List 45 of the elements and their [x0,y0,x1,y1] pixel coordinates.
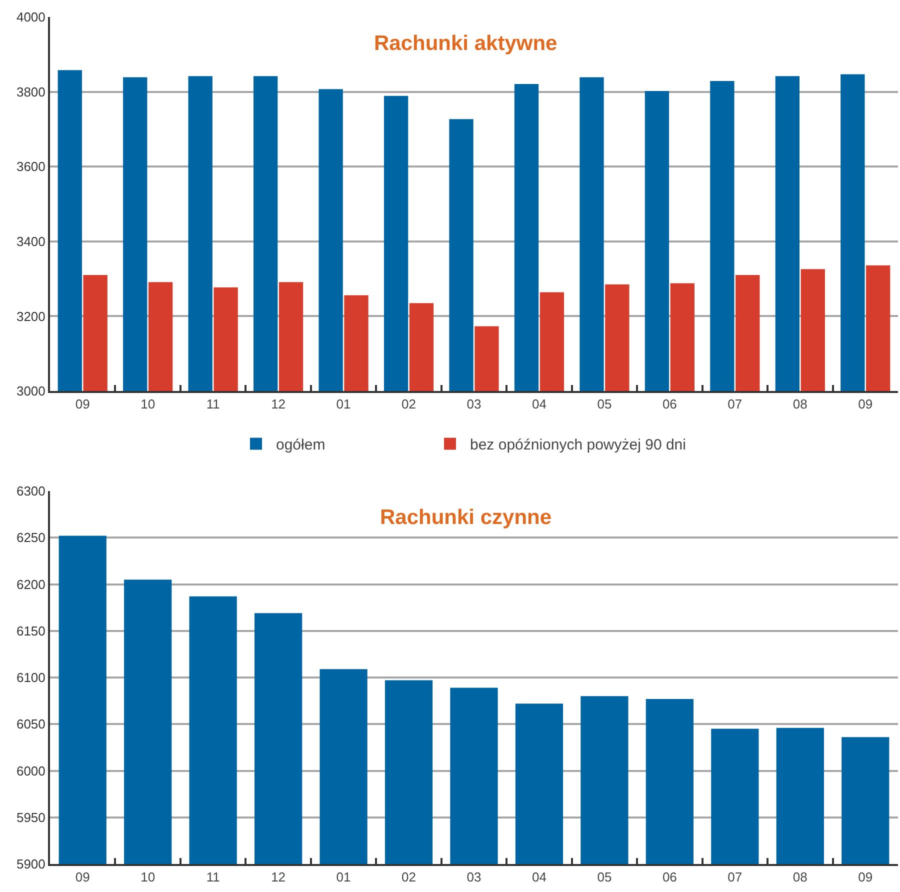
x-tick-label: 08 [792,870,808,885]
y-tick-label: 6050 [16,716,46,732]
x-tick-label: 06 [662,396,677,412]
text: Rachunki czynne [380,506,552,529]
y-tick-label: 3600 [16,159,46,174]
y-tick-label: 6200 [16,576,46,592]
x-tick-label: 10 [140,870,156,885]
x-tick-label: 04 [532,396,546,412]
x-tick-label: 02 [402,870,416,885]
legend-label: bez opóźnionych powyżej 90 dni [470,436,686,454]
x-tick-label: 11 [206,396,220,412]
x-tick-label: 05 [597,870,612,885]
x-tick-label: 09 [858,870,873,885]
x-tick-label: 07 [728,870,742,885]
x-tick-label: 11 [206,870,220,885]
y-tick-label: 6250 [16,530,46,546]
y-tick-label: 3000 [16,384,46,399]
x-tick-label: 10 [140,396,156,412]
x-tick-label: 12 [271,870,286,885]
x-tick-label: 03 [466,870,482,885]
x-tick-label: 09 [75,396,90,412]
y-tick-label: 5950 [16,810,46,825]
y-tick-label: 3400 [16,234,46,249]
x-tick-label: 01 [336,396,351,412]
x-tick-label: 09 [858,396,873,412]
x-tick-label: 09 [75,870,90,885]
text: Rachunki aktywne [374,32,558,55]
x-tick-label: 07 [728,396,742,412]
y-tick-label: 6300 [16,484,46,499]
y-tick-label: 3200 [16,308,46,324]
y-tick-label: 4000 [16,10,46,25]
y-tick-label: 5900 [16,856,46,872]
y-tick-label: 3800 [16,84,46,100]
x-tick-label: 06 [662,870,677,885]
y-tick-label: 6100 [16,670,46,686]
x-tick-label: 03 [466,396,482,412]
x-tick-label: 01 [336,870,351,885]
x-tick-label: 02 [402,396,416,412]
x-tick-label: 05 [597,396,612,412]
x-tick-label: 12 [271,396,286,412]
legend-label: ogółem [276,436,326,454]
y-tick-label: 6150 [16,623,46,638]
x-tick-label: 04 [532,870,546,885]
y-tick-label: 6000 [16,763,46,778]
x-tick-label: 08 [792,396,808,412]
